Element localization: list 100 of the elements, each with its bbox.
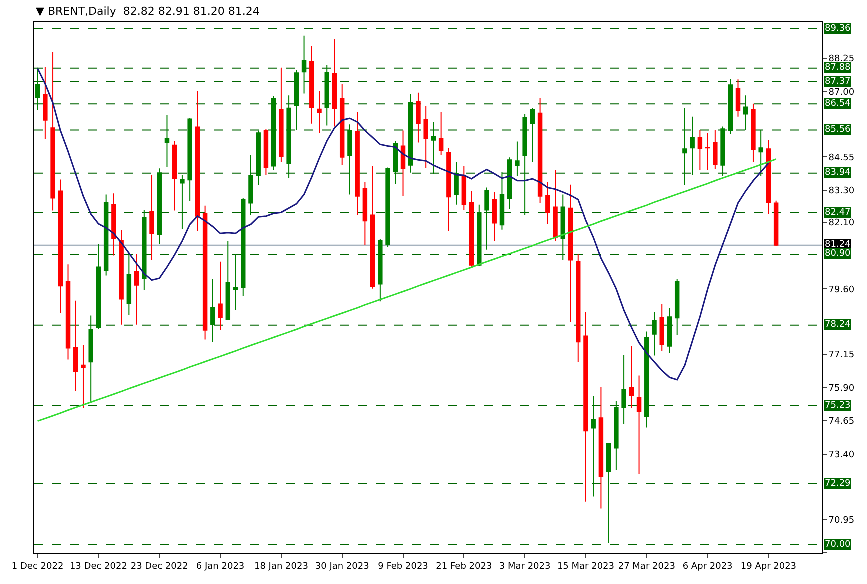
y-tick-label: 84.55 bbox=[828, 153, 855, 164]
y-tick-label: 70.95 bbox=[828, 516, 855, 526]
x-tick-label: 19 Apr 2023 bbox=[740, 562, 797, 572]
ref-line-label: 81.24 bbox=[825, 240, 852, 250]
candlestick bbox=[104, 194, 109, 276]
ref-line-label: 80.90 bbox=[825, 249, 852, 259]
candlestick bbox=[500, 172, 505, 230]
x-tick-label: 21 Feb 2023 bbox=[436, 562, 492, 572]
x-tick-label: 6 Jan 2023 bbox=[196, 562, 245, 572]
candlestick bbox=[713, 130, 718, 170]
candlestick bbox=[302, 35, 307, 94]
candlestick bbox=[416, 92, 421, 144]
candlestick bbox=[271, 96, 276, 171]
x-tick-label: 3 Mar 2023 bbox=[499, 562, 551, 572]
candlestick bbox=[378, 239, 383, 302]
candlestick bbox=[35, 67, 40, 110]
candlestick bbox=[424, 106, 428, 169]
ref-line-label: 83.94 bbox=[825, 168, 852, 178]
candlestick bbox=[614, 400, 619, 471]
candlestick bbox=[126, 252, 132, 316]
candlestick bbox=[218, 261, 223, 331]
candlestick bbox=[370, 165, 376, 290]
candlestick bbox=[286, 95, 292, 179]
candlestick bbox=[690, 116, 695, 176]
ref-line-label: 82.47 bbox=[825, 208, 851, 218]
candlestick bbox=[606, 442, 612, 544]
candlestick bbox=[644, 331, 650, 428]
candlestick bbox=[469, 190, 474, 268]
candlestick bbox=[584, 312, 588, 502]
ref-line-label: 89.36 bbox=[825, 24, 852, 34]
candlestick bbox=[317, 90, 322, 134]
candlestick bbox=[355, 112, 360, 216]
candlestick bbox=[279, 67, 284, 163]
candlestick bbox=[636, 375, 642, 475]
candlestick bbox=[233, 254, 238, 311]
candlestick bbox=[74, 300, 78, 392]
candlestick bbox=[386, 167, 390, 248]
candlestick bbox=[96, 244, 102, 330]
y-tick-label: 87.00 bbox=[828, 88, 855, 98]
y-tick-label: 79.60 bbox=[828, 285, 855, 296]
candlestick bbox=[446, 148, 452, 232]
candlestick bbox=[362, 182, 368, 246]
candlestick bbox=[744, 95, 748, 131]
candlestick bbox=[248, 154, 254, 216]
candlestick bbox=[553, 170, 558, 242]
candlestick bbox=[530, 108, 536, 163]
ref-line-label: 78.24 bbox=[825, 320, 852, 330]
candlestick bbox=[454, 162, 459, 206]
candlestick bbox=[324, 64, 330, 126]
candlestick bbox=[256, 130, 261, 186]
candlestick bbox=[188, 117, 192, 202]
candlestick bbox=[576, 254, 581, 363]
candlestick bbox=[698, 130, 703, 171]
ref-line-label: 75.23 bbox=[825, 401, 851, 411]
candlestick bbox=[546, 181, 550, 225]
candlestick bbox=[164, 114, 170, 168]
candlestick bbox=[58, 179, 64, 314]
candlestick bbox=[134, 254, 140, 326]
candlestick bbox=[50, 52, 56, 212]
y-tick-label: 82.10 bbox=[828, 218, 855, 229]
x-tick-label: 9 Feb 2023 bbox=[378, 562, 428, 572]
x-tick-label: 15 Mar 2023 bbox=[557, 562, 615, 572]
candlestick bbox=[431, 122, 436, 174]
candlestick bbox=[522, 114, 528, 216]
candlestick bbox=[477, 204, 482, 267]
candlestick bbox=[507, 157, 512, 210]
x-tick-label: 13 Dec 2022 bbox=[70, 562, 128, 572]
candlestick bbox=[462, 165, 467, 211]
candlestick bbox=[393, 140, 398, 185]
candlestick bbox=[112, 193, 116, 256]
y-tick-label: 83.30 bbox=[828, 186, 855, 197]
candlestick bbox=[210, 278, 216, 343]
candlestick bbox=[758, 130, 764, 177]
ref-line-label: 70.00 bbox=[825, 540, 852, 550]
candlestick bbox=[622, 354, 626, 425]
candlestick bbox=[515, 141, 520, 177]
candlestick bbox=[264, 128, 269, 176]
candlestick bbox=[438, 112, 444, 156]
candlestick bbox=[180, 175, 185, 230]
candlestick bbox=[172, 140, 178, 212]
y-tick-label: 75.90 bbox=[828, 384, 855, 394]
candlestick bbox=[43, 66, 48, 140]
ref-line-label: 85.56 bbox=[825, 125, 852, 135]
candlestick bbox=[119, 230, 124, 326]
candlestick bbox=[774, 200, 779, 247]
candlestick bbox=[400, 130, 406, 197]
candlestick bbox=[705, 132, 710, 171]
ref-line-label: 86.54 bbox=[825, 99, 852, 109]
candlestick bbox=[492, 192, 497, 242]
candlestick bbox=[195, 90, 200, 232]
line-series bbox=[37, 158, 778, 422]
candlestick bbox=[484, 187, 490, 250]
candlestick bbox=[202, 205, 208, 340]
line-series bbox=[37, 68, 770, 381]
candlestick bbox=[629, 346, 634, 410]
candlestick bbox=[226, 240, 231, 320]
candlestick bbox=[157, 168, 162, 245]
candlestick bbox=[241, 198, 246, 298]
candlestick bbox=[598, 386, 604, 510]
candlestick bbox=[674, 278, 680, 336]
